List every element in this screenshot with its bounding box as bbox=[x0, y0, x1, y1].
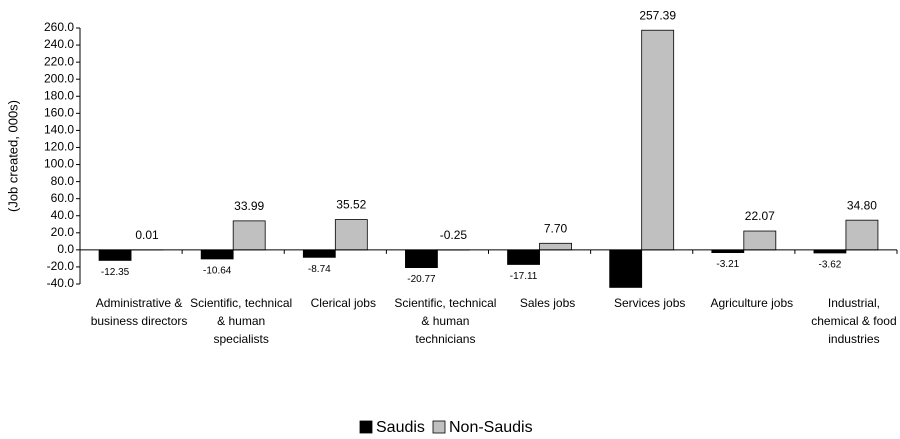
value-label: -10.64 bbox=[203, 266, 232, 277]
bar bbox=[845, 219, 879, 251]
y-tick-label: 80.0 bbox=[51, 174, 75, 188]
y-tick-label: -40.0 bbox=[47, 276, 75, 290]
x-tick-label-box: Clerical jobs bbox=[310, 296, 376, 310]
y-tick-label: 160.0 bbox=[44, 106, 74, 120]
bar bbox=[302, 249, 336, 258]
x-tick-label: Clerical jobs bbox=[310, 296, 376, 310]
y-tick-label: 260.0 bbox=[44, 20, 74, 34]
value-label: -17.11 bbox=[510, 271, 538, 282]
y-tick-label: 220.0 bbox=[44, 54, 74, 68]
value-label: 35.52 bbox=[336, 198, 366, 212]
bar bbox=[405, 249, 438, 268]
y-tick-label: -20.0 bbox=[47, 259, 75, 273]
y-tick-label: 200.0 bbox=[44, 71, 74, 85]
y-tick-label: 40.0 bbox=[51, 208, 75, 222]
y-tick-label: 180.0 bbox=[44, 88, 74, 102]
bar bbox=[641, 29, 675, 251]
x-tick-label-box: Industrial, chemical & food industries bbox=[811, 296, 897, 346]
x-tick-label-box: Scientific, technical & human technician… bbox=[394, 296, 497, 346]
x-tick-label-box: Sales jobs bbox=[519, 296, 576, 310]
x-tick-label: Scientific, technical & human specialist… bbox=[190, 296, 293, 346]
y-tick-label: 0.0 bbox=[57, 242, 74, 256]
bar bbox=[539, 242, 572, 251]
y-tick-label: 100.0 bbox=[44, 157, 74, 171]
x-tick-label-box: Services jobs bbox=[614, 296, 686, 310]
x-tick-label: Sales jobs bbox=[519, 296, 576, 310]
value-label: -8.74 bbox=[308, 264, 331, 275]
y-tick-label: 20.0 bbox=[51, 225, 75, 239]
value-label: -12.35 bbox=[101, 267, 130, 278]
value-label: 0.01 bbox=[135, 228, 159, 242]
bar bbox=[507, 249, 540, 265]
value-label: 257.39 bbox=[639, 8, 676, 22]
bar bbox=[232, 220, 266, 251]
value-label: 33.99 bbox=[234, 199, 264, 213]
x-tick-label: Scientific, technical & human technician… bbox=[394, 296, 497, 346]
value-label: -3.62 bbox=[819, 260, 842, 271]
y-axis-label: (Job created, 000s) bbox=[5, 100, 20, 212]
y-tick-label: 240.0 bbox=[44, 37, 74, 51]
y-tick-label: 140.0 bbox=[44, 123, 74, 137]
value-label: 34.80 bbox=[847, 198, 877, 212]
bar bbox=[200, 249, 234, 260]
bar bbox=[334, 219, 368, 251]
x-tick-label: Services jobs bbox=[614, 296, 686, 310]
value-label: -20.77 bbox=[407, 274, 436, 285]
legend-swatch bbox=[359, 420, 373, 434]
bar bbox=[98, 249, 132, 261]
x-tick-label-box: Agriculture jobs bbox=[710, 296, 794, 310]
value-label: -3.21 bbox=[716, 259, 739, 270]
x-tick-label: Administrative & business directors bbox=[90, 296, 188, 328]
x-tick-label-box: Administrative & business directors bbox=[90, 296, 188, 328]
y-tick-label: 120.0 bbox=[44, 140, 74, 154]
legend-label: Saudis bbox=[376, 419, 425, 436]
bar bbox=[743, 230, 777, 251]
y-tick-label: 60.0 bbox=[51, 191, 75, 205]
value-label: 22.07 bbox=[745, 209, 775, 223]
value-label: 7.70 bbox=[544, 221, 568, 235]
x-tick-label-box: Scientific, technical & human specialist… bbox=[190, 296, 293, 346]
legend-label: Non-Saudis bbox=[449, 419, 533, 436]
legend-swatch bbox=[432, 420, 446, 434]
x-tick-label: Agriculture jobs bbox=[710, 296, 794, 310]
x-tick-label: Industrial, chemical & food industries bbox=[811, 296, 897, 346]
bar bbox=[609, 249, 643, 288]
value-label: -0.25 bbox=[440, 228, 468, 242]
